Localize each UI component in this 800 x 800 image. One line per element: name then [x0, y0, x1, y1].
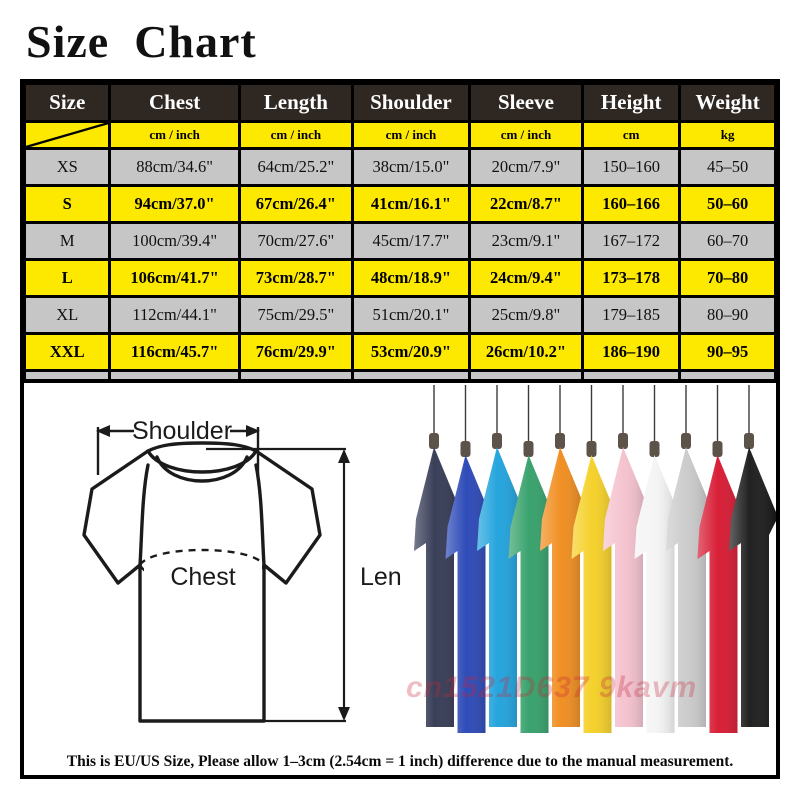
cell-weight: 80–90 — [681, 298, 774, 332]
cell-chest: 116cm/45.7" — [111, 335, 238, 369]
size-table-container: Size Chest Length Shoulder Sleeve Height Weigh… — [20, 79, 780, 412]
unit-row: cm / inch cm / inch cm / inch cm / inch cm kg — [26, 123, 774, 147]
column-header-weight: Weight — [681, 85, 774, 120]
cell-weight: 50–60 — [681, 187, 774, 221]
hanging-tshirt — [729, 385, 776, 727]
cell-height: 160–166 — [584, 187, 679, 221]
column-header-chest: Chest — [111, 85, 238, 120]
cell-weight: 45–50 — [681, 150, 774, 184]
cell-length: 67cm/26.4" — [240, 187, 351, 221]
table-row: M 100cm/39.4" 70cm/27.6" 45cm/17.7" 23cm/9.1… — [26, 224, 774, 258]
cell-length: 64cm/25.2" — [240, 150, 351, 184]
tshirt-measurement-diagram: Shoulder Chest — [24, 383, 402, 735]
cell-sleeve: 23cm/9.1" — [470, 224, 582, 258]
table-row: XL 112cm/44.1" 75cm/29.5" 51cm/20.1" 25cm/9.… — [26, 298, 774, 332]
column-header-shoulder: Shoulder — [353, 85, 468, 120]
cell-shoulder: 48cm/18.9" — [353, 261, 468, 295]
size-cell-l: L — [26, 261, 109, 295]
cell-length: 73cm/28.7" — [240, 261, 351, 295]
cell-shoulder: 51cm/20.1" — [353, 298, 468, 332]
tshirt-color-photo — [402, 385, 776, 733]
unit-cell-height: cm — [584, 123, 679, 147]
cell-sleeve: 24cm/9.4" — [470, 261, 582, 295]
size-cell-m: M — [26, 224, 109, 258]
diagram-shoulder-label: Shoulder — [132, 417, 232, 445]
column-header-sleeve: Sleeve — [470, 85, 582, 120]
column-header-height: Height — [584, 85, 679, 120]
table-row: S 94cm/37.0" 67cm/26.4" 41cm/16.1" 22cm/8.7"… — [26, 187, 774, 221]
cell-height: 186–190 — [584, 335, 679, 369]
cell-chest: 100cm/39.4" — [111, 224, 238, 258]
cell-length: 75cm/29.5" — [240, 298, 351, 332]
cell-height: 173–178 — [584, 261, 679, 295]
cell-shoulder: 41cm/16.1" — [353, 187, 468, 221]
column-header-length: Length — [240, 85, 351, 120]
cell-length: 76cm/29.9" — [240, 335, 351, 369]
size-table: Size Chest Length Shoulder Sleeve Height Weigh… — [23, 82, 777, 409]
cell-height: 179–185 — [584, 298, 679, 332]
unit-cell-weight: kg — [681, 123, 774, 147]
cell-chest: 88cm/34.6" — [111, 150, 238, 184]
size-corner-diagonal — [26, 123, 109, 147]
cell-chest: 106cm/41.7" — [111, 261, 238, 295]
cell-weight: 70–80 — [681, 261, 774, 295]
table-row: L 106cm/41.7" 73cm/28.7" 48cm/18.9" 24cm/9.4… — [26, 261, 774, 295]
cell-weight: 90–95 — [681, 335, 774, 369]
cell-shoulder: 45cm/17.7" — [353, 224, 468, 258]
size-cell-s: S — [26, 187, 109, 221]
cell-sleeve: 20cm/7.9" — [470, 150, 582, 184]
cell-chest: 94cm/37.0" — [111, 187, 238, 221]
diagram-chest-label: Chest — [170, 563, 235, 591]
cell-sleeve: 22cm/8.7" — [470, 187, 582, 221]
header-row: Size Chest Length Shoulder Sleeve Height Weigh… — [26, 85, 774, 120]
diagram-length-label: Lengt — [360, 563, 402, 591]
table-row: XXL 116cm/45.7" 76cm/29.9" 53cm/20.9" 26cm/1… — [26, 335, 774, 369]
unit-cell-length: cm / inch — [240, 123, 351, 147]
column-header-size: Size — [26, 85, 109, 120]
page-title: Size Chart — [26, 16, 257, 67]
footnote-text: This is EU/US Size, Please allow 1–3cm (… — [66, 753, 734, 770]
size-cell-xs: XS — [26, 150, 109, 184]
cell-shoulder: 38cm/15.0" — [353, 150, 468, 184]
cell-shoulder: 53cm/20.9" — [353, 335, 468, 369]
cell-length: 70cm/27.6" — [240, 224, 351, 258]
size-cell-xl: XL — [26, 298, 109, 332]
unit-cell-chest: cm / inch — [111, 123, 238, 147]
cell-weight: 60–70 — [681, 224, 774, 258]
unit-cell-sleeve: cm / inch — [470, 123, 582, 147]
cell-sleeve: 26cm/10.2" — [470, 335, 582, 369]
illustration-panel: Shoulder Chest — [20, 379, 780, 779]
table-header: Size Chest Length Shoulder Sleeve Height Weigh… — [26, 85, 774, 147]
cell-height: 167–172 — [584, 224, 679, 258]
table-body: XS 88cm/34.6" 64cm/25.2" 38cm/15.0" 20cm/7.9… — [26, 150, 774, 406]
diagonal-divider-icon — [26, 123, 109, 147]
unit-cell-shoulder: cm / inch — [353, 123, 468, 147]
cell-height: 150–160 — [584, 150, 679, 184]
cell-sleeve: 25cm/9.8" — [470, 298, 582, 332]
size-cell-xxl: XXL — [26, 335, 109, 369]
table-row: XS 88cm/34.6" 64cm/25.2" 38cm/15.0" 20cm/7.9… — [26, 150, 774, 184]
cell-chest: 112cm/44.1" — [111, 298, 238, 332]
